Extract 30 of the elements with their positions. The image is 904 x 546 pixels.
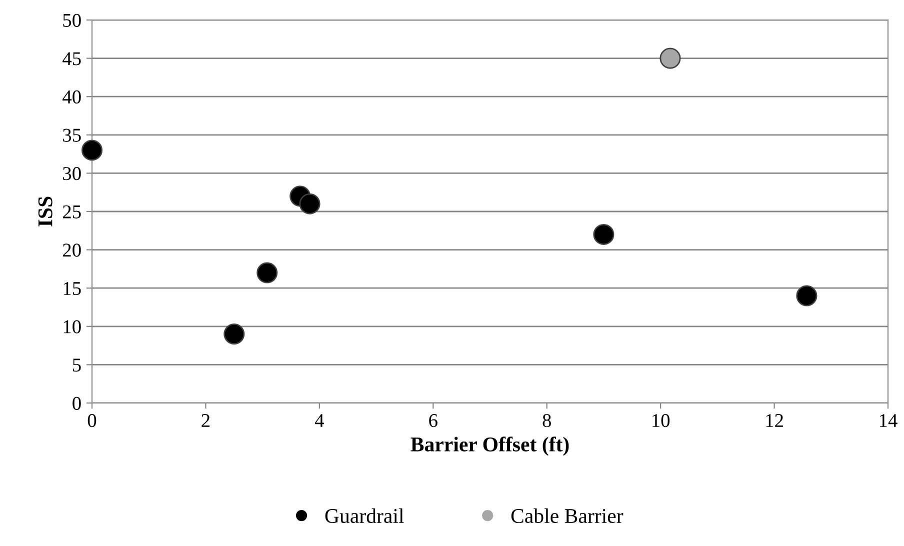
- x-tick-label: 8: [542, 414, 551, 428]
- legend-label: Guardrail: [325, 508, 404, 524]
- point: [299, 193, 320, 214]
- y-tick-label: 40: [62, 90, 81, 104]
- point: [796, 285, 818, 306]
- x-tick-label: 14: [880, 414, 898, 427]
- y-tick-label: 30: [63, 167, 81, 180]
- x-tick-label: 2: [202, 414, 210, 427]
- y-tick-label: 5: [72, 358, 81, 372]
- x-tick-label: 4: [314, 414, 324, 427]
- y-tick-label: 25: [62, 205, 81, 218]
- y-tick-label: 15: [64, 282, 81, 296]
- y-tick-label: 50: [63, 14, 81, 27]
- y-tick-label: 35: [63, 128, 81, 142]
- point: [593, 224, 614, 245]
- point: [256, 262, 278, 284]
- y-tick-label: 0: [72, 396, 81, 410]
- x-axis-title: Barrier Offset (ft): [410, 436, 569, 456]
- point: [81, 140, 103, 161]
- x-tick-label: 10: [652, 414, 670, 428]
- legend-label: Cable Barrier: [511, 508, 624, 524]
- y-axis-title: ISS: [38, 196, 52, 226]
- point: [660, 48, 681, 69]
- x-tick-label: 12: [766, 414, 783, 427]
- x-tick-label: 6: [429, 414, 438, 428]
- y-tick-label: 45: [62, 52, 81, 66]
- y-tick-label: 10: [64, 320, 81, 334]
- x-tick-label: 0: [88, 414, 96, 428]
- point: [224, 324, 245, 345]
- y-tick-label: 20: [62, 244, 81, 257]
